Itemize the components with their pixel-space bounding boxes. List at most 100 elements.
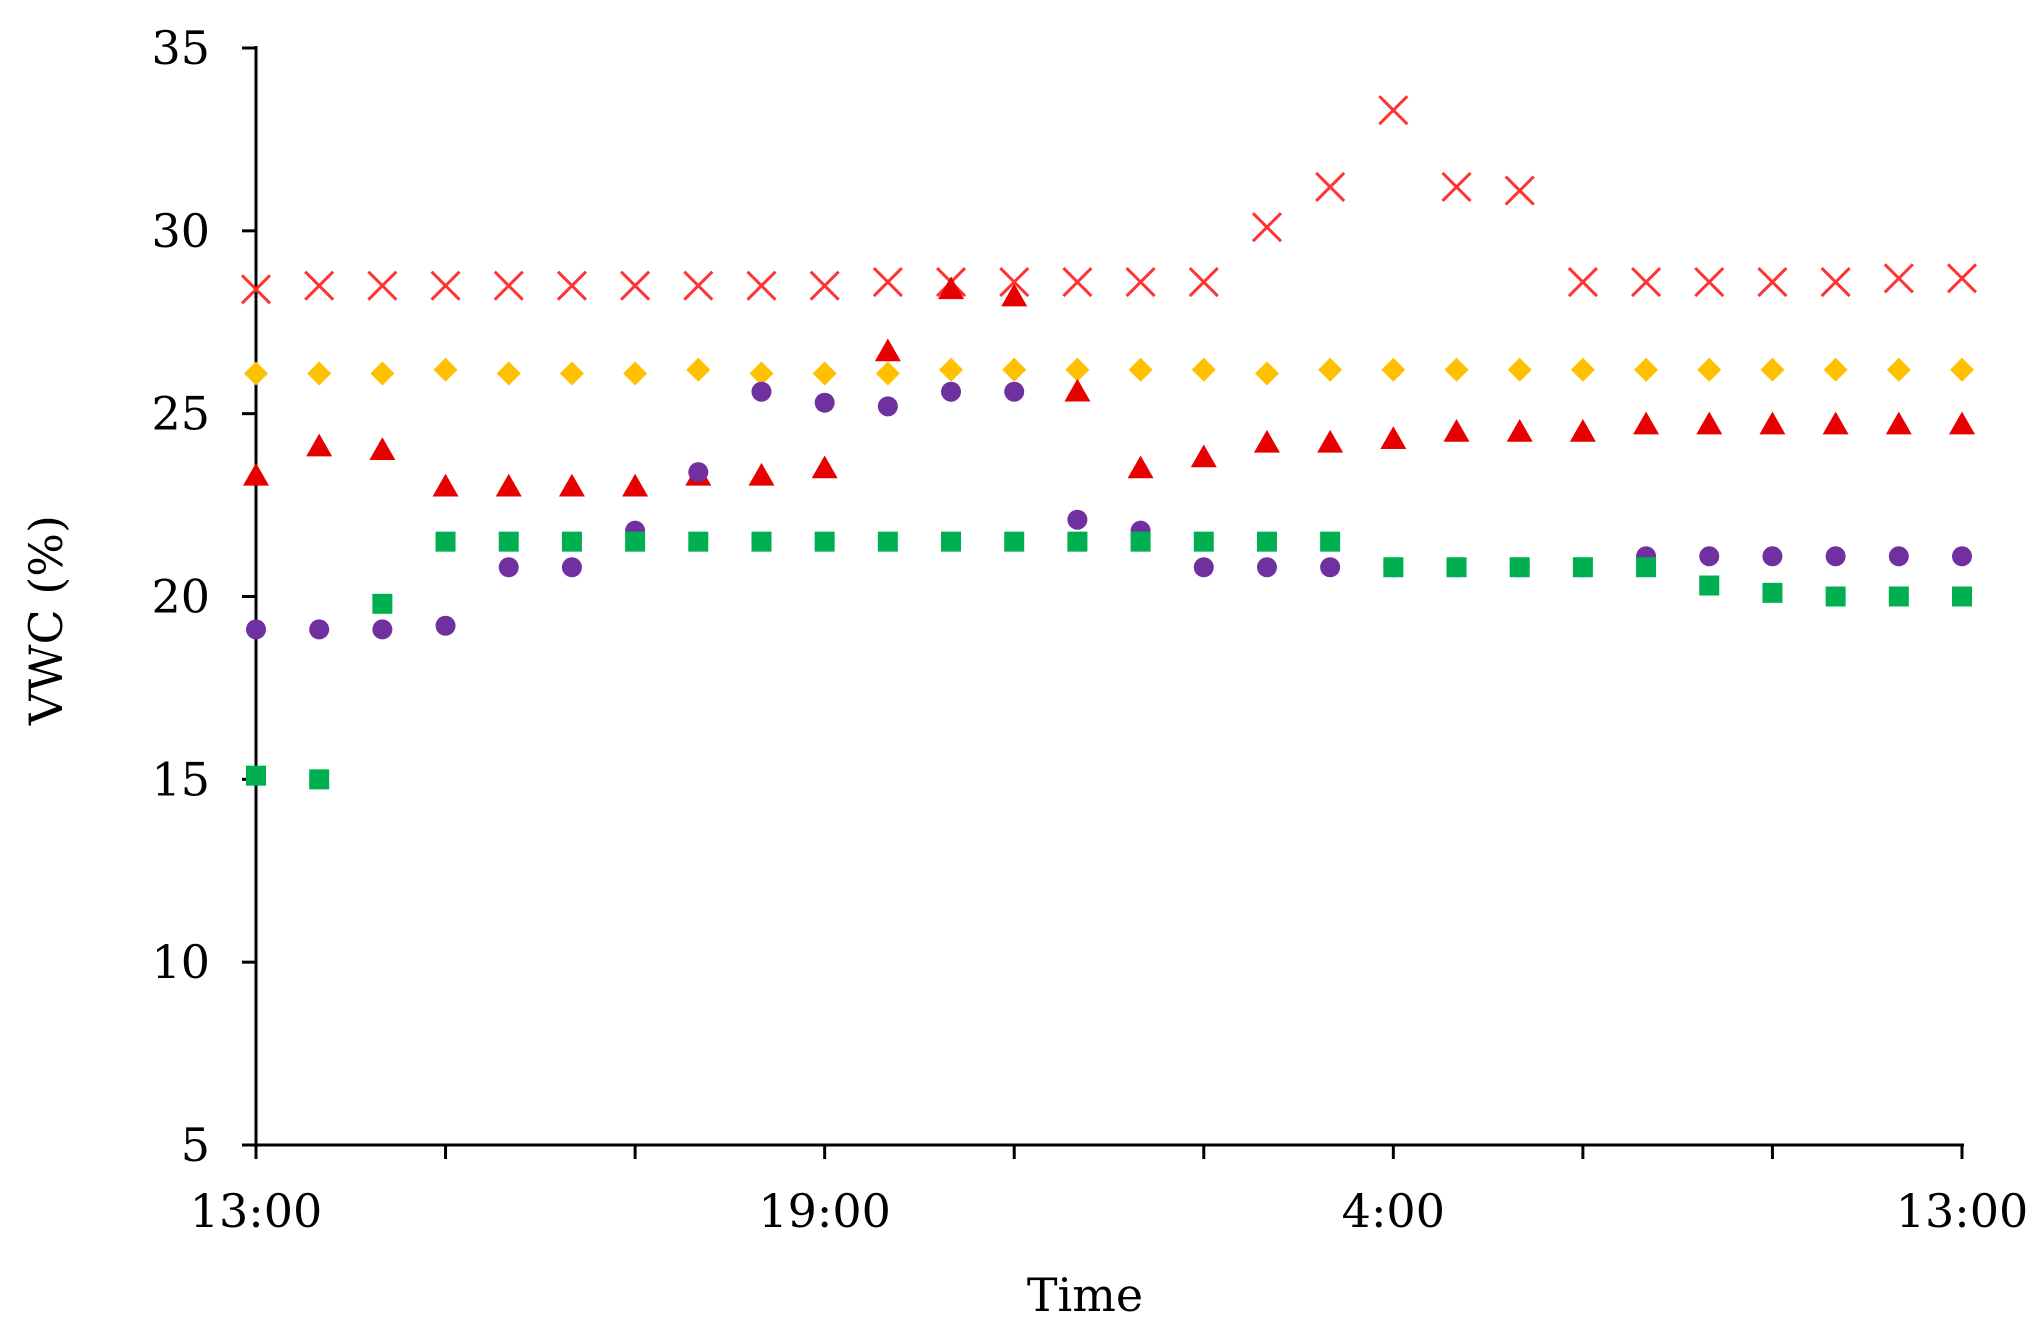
data-point-square <box>1572 557 1593 578</box>
data-point-triangle <box>1001 283 1028 307</box>
data-point-x <box>872 266 903 298</box>
data-point-circle <box>561 557 582 578</box>
data-point-square <box>1383 557 1404 578</box>
data-point-square <box>1825 586 1846 607</box>
data-point-diamond <box>307 361 332 386</box>
data-point-square <box>1888 586 1909 607</box>
series-square <box>246 531 1972 790</box>
data-point-diamond <box>812 361 837 386</box>
data-point-diamond <box>749 361 774 386</box>
x-tick-label: 13:00 <box>190 1184 323 1238</box>
data-point-triangle <box>1949 411 1975 435</box>
data-point-square <box>1446 557 1467 578</box>
data-point-diamond <box>370 361 395 386</box>
data-point-triangle <box>1822 411 1849 435</box>
data-point-triangle <box>1696 411 1723 435</box>
data-point-circle <box>1256 557 1277 578</box>
data-point-square <box>814 531 835 552</box>
data-point-triangle <box>558 473 585 497</box>
x-tick-label: 13:00 <box>1896 1184 2029 1238</box>
data-point-x <box>809 270 840 301</box>
x-axis-title: Time <box>1027 1268 1143 1322</box>
data-point-circle <box>941 381 962 402</box>
data-point-circle <box>1952 546 1972 567</box>
data-point-diamond <box>1002 357 1027 382</box>
data-point-square <box>1636 557 1657 578</box>
data-point-square <box>1762 582 1783 603</box>
data-point-triangle <box>1317 429 1344 453</box>
data-point-x <box>1946 263 1978 294</box>
data-point-circle <box>1004 381 1025 402</box>
series-triangle <box>243 276 1975 497</box>
y-axis-title: VWC (%) <box>19 515 73 726</box>
data-point-square <box>1193 531 1214 552</box>
data-point-diamond <box>1950 357 1974 382</box>
data-point-square <box>309 769 330 790</box>
data-point-diamond <box>1191 357 1216 382</box>
data-point-circle <box>1888 546 1909 567</box>
data-point-triangle <box>1569 418 1596 442</box>
data-point-triangle <box>874 338 901 362</box>
data-point-triangle <box>811 455 838 479</box>
x-tick-label: 19:00 <box>758 1184 891 1238</box>
data-point-triangle <box>1380 426 1407 450</box>
data-point-triangle <box>1759 411 1786 435</box>
data-point-x <box>304 270 335 301</box>
data-point-square <box>1004 531 1025 552</box>
data-point-triangle <box>1885 411 1912 435</box>
data-point-square <box>1130 531 1151 552</box>
data-point-diamond <box>1254 361 1279 386</box>
data-point-diamond <box>1507 357 1532 382</box>
data-point-diamond <box>1634 357 1659 382</box>
data-point-x <box>1883 263 1914 294</box>
data-point-diamond <box>1444 357 1469 382</box>
data-point-triangle <box>1190 444 1217 468</box>
data-point-diamond <box>559 361 584 386</box>
y-tick-label: 20 <box>151 570 210 624</box>
data-point-x <box>1251 212 1283 243</box>
y-tick-label: 5 <box>181 1118 210 1172</box>
data-point-x <box>1188 266 1219 298</box>
data-point-square <box>877 531 898 552</box>
data-point-diamond <box>939 357 964 382</box>
data-point-diamond <box>686 357 711 382</box>
data-point-diamond <box>1697 357 1722 382</box>
data-point-x <box>1631 266 1662 298</box>
data-point-square <box>1699 575 1720 596</box>
data-point-x <box>556 270 587 301</box>
data-point-triangle <box>1443 418 1470 442</box>
data-point-triangle <box>1127 455 1154 479</box>
data-point-diamond <box>1318 357 1343 382</box>
data-point-circle <box>372 619 393 640</box>
data-point-circle <box>1762 546 1783 567</box>
data-point-x <box>1567 266 1598 298</box>
data-point-x <box>367 270 398 301</box>
data-point-circle <box>751 381 772 402</box>
data-point-diamond <box>623 361 648 386</box>
x-axis-ticks: 13:00 19:00 4:00 13:00 <box>190 1145 2029 1238</box>
data-point-circle <box>1067 509 1088 530</box>
data-point-square <box>246 765 266 786</box>
data-point-triangle <box>1064 378 1091 402</box>
data-point-square <box>372 593 393 614</box>
data-point-x <box>1694 266 1725 298</box>
data-point-x <box>1757 266 1788 298</box>
y-tick-label: 10 <box>151 935 210 989</box>
data-point-x <box>430 270 461 301</box>
data-point-circle <box>1825 546 1846 567</box>
data-point-diamond <box>1381 357 1406 382</box>
data-point-square <box>1320 531 1341 552</box>
data-point-triangle <box>1633 411 1660 435</box>
data-point-triangle <box>306 433 333 457</box>
data-point-circle <box>498 557 519 578</box>
data-point-circle <box>246 619 266 640</box>
data-point-square <box>1256 531 1277 552</box>
data-point-triangle <box>369 437 396 460</box>
data-point-x <box>1125 266 1156 298</box>
data-point-square <box>561 531 582 552</box>
data-point-diamond <box>1570 357 1595 382</box>
data-point-diamond <box>1886 357 1911 382</box>
data-point-diamond <box>1823 357 1848 382</box>
data-point-diamond <box>1128 357 1153 382</box>
